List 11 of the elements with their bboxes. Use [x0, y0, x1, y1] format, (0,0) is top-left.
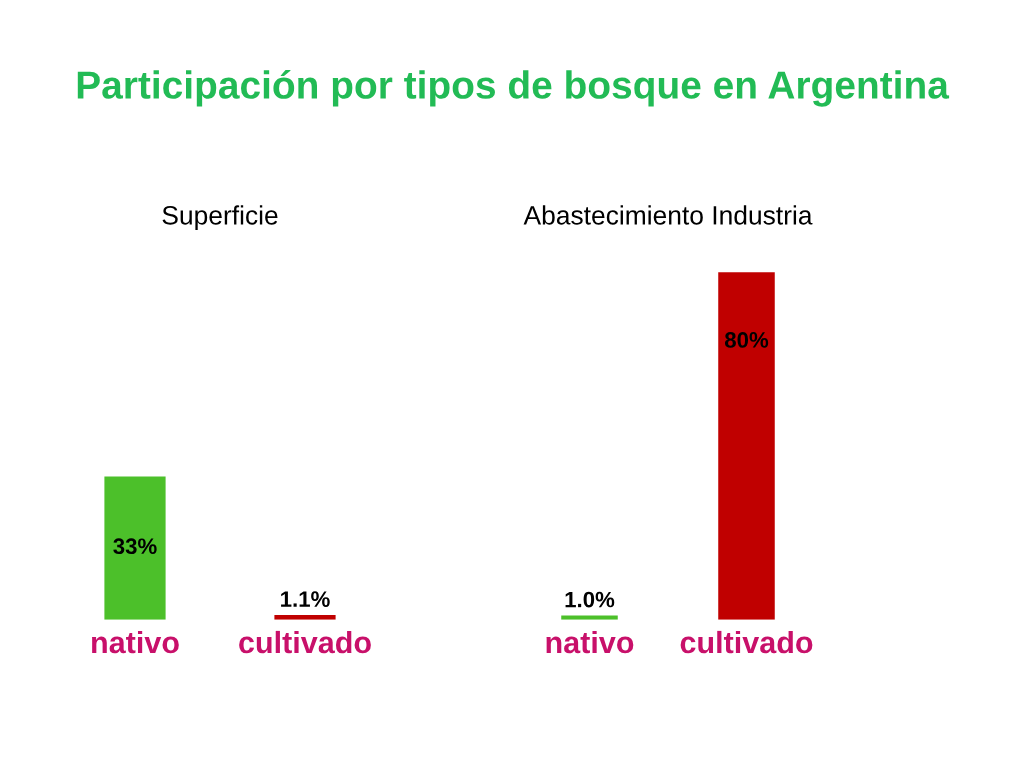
- text: Participación por tipos de bosque en Argentina: [77, 69, 950, 107]
- x-tick-label: cultivado: [239, 630, 371, 654]
- chart-subtitle: Abastecimiento Industria: [523, 205, 813, 225]
- chart-subtitle: Superficie: [162, 205, 278, 230]
- x-tick-label: cultivado: [680, 630, 813, 654]
- data-label: 1.1%: [281, 591, 330, 607]
- x-tick-label: nativo: [92, 630, 179, 654]
- data-label: 80%: [724, 332, 769, 348]
- data-label: 1.0%: [565, 591, 615, 608]
- data-label: 33%: [113, 538, 157, 555]
- x-tick-label: nativo: [546, 630, 634, 654]
